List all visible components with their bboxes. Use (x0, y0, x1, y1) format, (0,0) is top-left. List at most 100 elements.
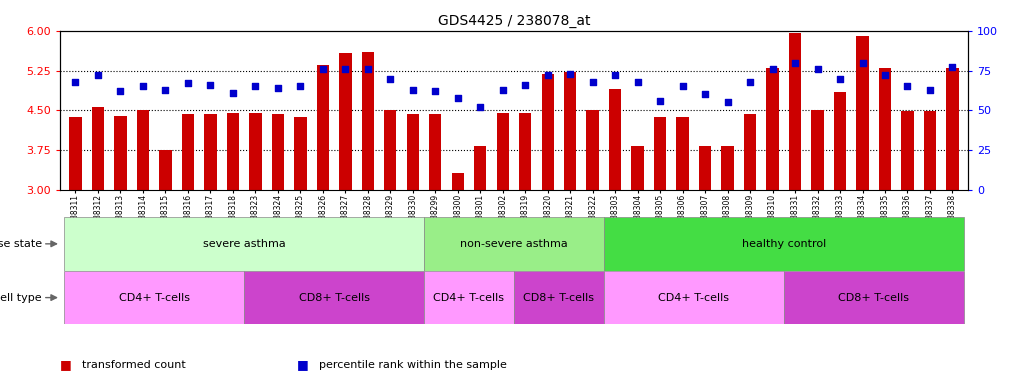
Bar (137, 111, 149, 190)
Point (562, 71, 579, 77)
Bar (249, 113, 262, 190)
Bar (654, 117, 666, 190)
Point (405, 87, 421, 93)
Text: cell type: cell type (0, 293, 42, 303)
Point (719, 99, 735, 106)
Bar (924, 111, 936, 190)
Bar (834, 92, 847, 190)
Bar (784, 271, 964, 324)
Point (764, 66, 781, 72)
Text: CD4+ T-cells: CD4+ T-cells (434, 293, 505, 303)
Bar (92, 107, 104, 190)
Point (112, 88, 129, 94)
Text: CD8+ T-cells: CD8+ T-cells (299, 293, 370, 303)
Bar (699, 146, 712, 190)
Bar (64, 271, 244, 324)
Point (517, 82, 534, 88)
Text: non-severe asthma: non-severe asthma (460, 239, 568, 249)
Bar (64, 217, 424, 271)
Bar (856, 36, 868, 190)
Point (675, 83, 691, 89)
Bar (362, 52, 374, 190)
Point (314, 66, 331, 72)
Bar (744, 114, 756, 190)
Bar (244, 271, 424, 324)
Point (449, 94, 466, 101)
Point (697, 91, 714, 98)
Bar (424, 271, 514, 324)
Text: ■: ■ (60, 358, 71, 371)
Bar (514, 271, 604, 324)
Text: disease state: disease state (0, 239, 42, 249)
Point (293, 83, 309, 89)
Point (494, 87, 511, 93)
Point (202, 82, 218, 88)
Bar (272, 114, 284, 190)
Bar (631, 146, 644, 190)
Point (270, 85, 286, 91)
Bar (947, 68, 959, 190)
Bar (604, 217, 964, 271)
Bar (430, 114, 442, 190)
Text: CD4+ T-cells: CD4+ T-cells (658, 293, 729, 303)
Bar (542, 74, 554, 190)
Bar (812, 111, 824, 190)
Bar (181, 114, 194, 190)
Point (607, 72, 623, 78)
Point (225, 90, 241, 96)
Point (540, 72, 556, 78)
Bar (519, 113, 531, 190)
Point (787, 60, 803, 66)
Bar (160, 150, 172, 190)
Bar (424, 217, 604, 271)
Point (832, 75, 849, 81)
Bar (789, 33, 801, 190)
Bar (227, 113, 239, 190)
Point (472, 104, 488, 110)
Point (742, 79, 758, 85)
Bar (339, 53, 351, 190)
Point (922, 87, 938, 93)
Bar (69, 117, 81, 190)
Bar (609, 89, 621, 190)
Bar (407, 114, 419, 190)
Point (652, 98, 668, 104)
Point (67, 79, 83, 85)
Bar (766, 68, 779, 190)
Point (629, 79, 646, 85)
Point (877, 72, 893, 78)
Bar (604, 271, 784, 324)
Bar (114, 116, 127, 190)
Text: CD8+ T-cells: CD8+ T-cells (523, 293, 594, 303)
Text: severe asthma: severe asthma (203, 239, 285, 249)
Text: CD8+ T-cells: CD8+ T-cells (838, 293, 909, 303)
Text: percentile rank within the sample: percentile rank within the sample (319, 360, 507, 370)
Point (337, 66, 353, 72)
Bar (451, 172, 464, 190)
Point (90, 72, 106, 78)
Bar (316, 65, 329, 190)
Point (382, 75, 399, 81)
Point (247, 83, 264, 89)
Bar (204, 114, 216, 190)
Bar (901, 111, 914, 190)
Bar (879, 68, 891, 190)
Point (945, 64, 961, 70)
Point (135, 83, 151, 89)
Bar (496, 113, 509, 190)
Point (359, 66, 376, 72)
Point (584, 79, 600, 85)
Text: ■: ■ (297, 358, 308, 371)
Text: transformed count: transformed count (82, 360, 186, 370)
Bar (474, 146, 486, 190)
Bar (564, 72, 577, 190)
Point (810, 66, 826, 72)
Point (854, 60, 870, 66)
Point (158, 87, 174, 93)
Point (179, 80, 196, 86)
Bar (677, 117, 689, 190)
Point (427, 88, 444, 94)
Point (899, 83, 916, 89)
Bar (384, 111, 397, 190)
Text: CD4+ T-cells: CD4+ T-cells (118, 293, 190, 303)
